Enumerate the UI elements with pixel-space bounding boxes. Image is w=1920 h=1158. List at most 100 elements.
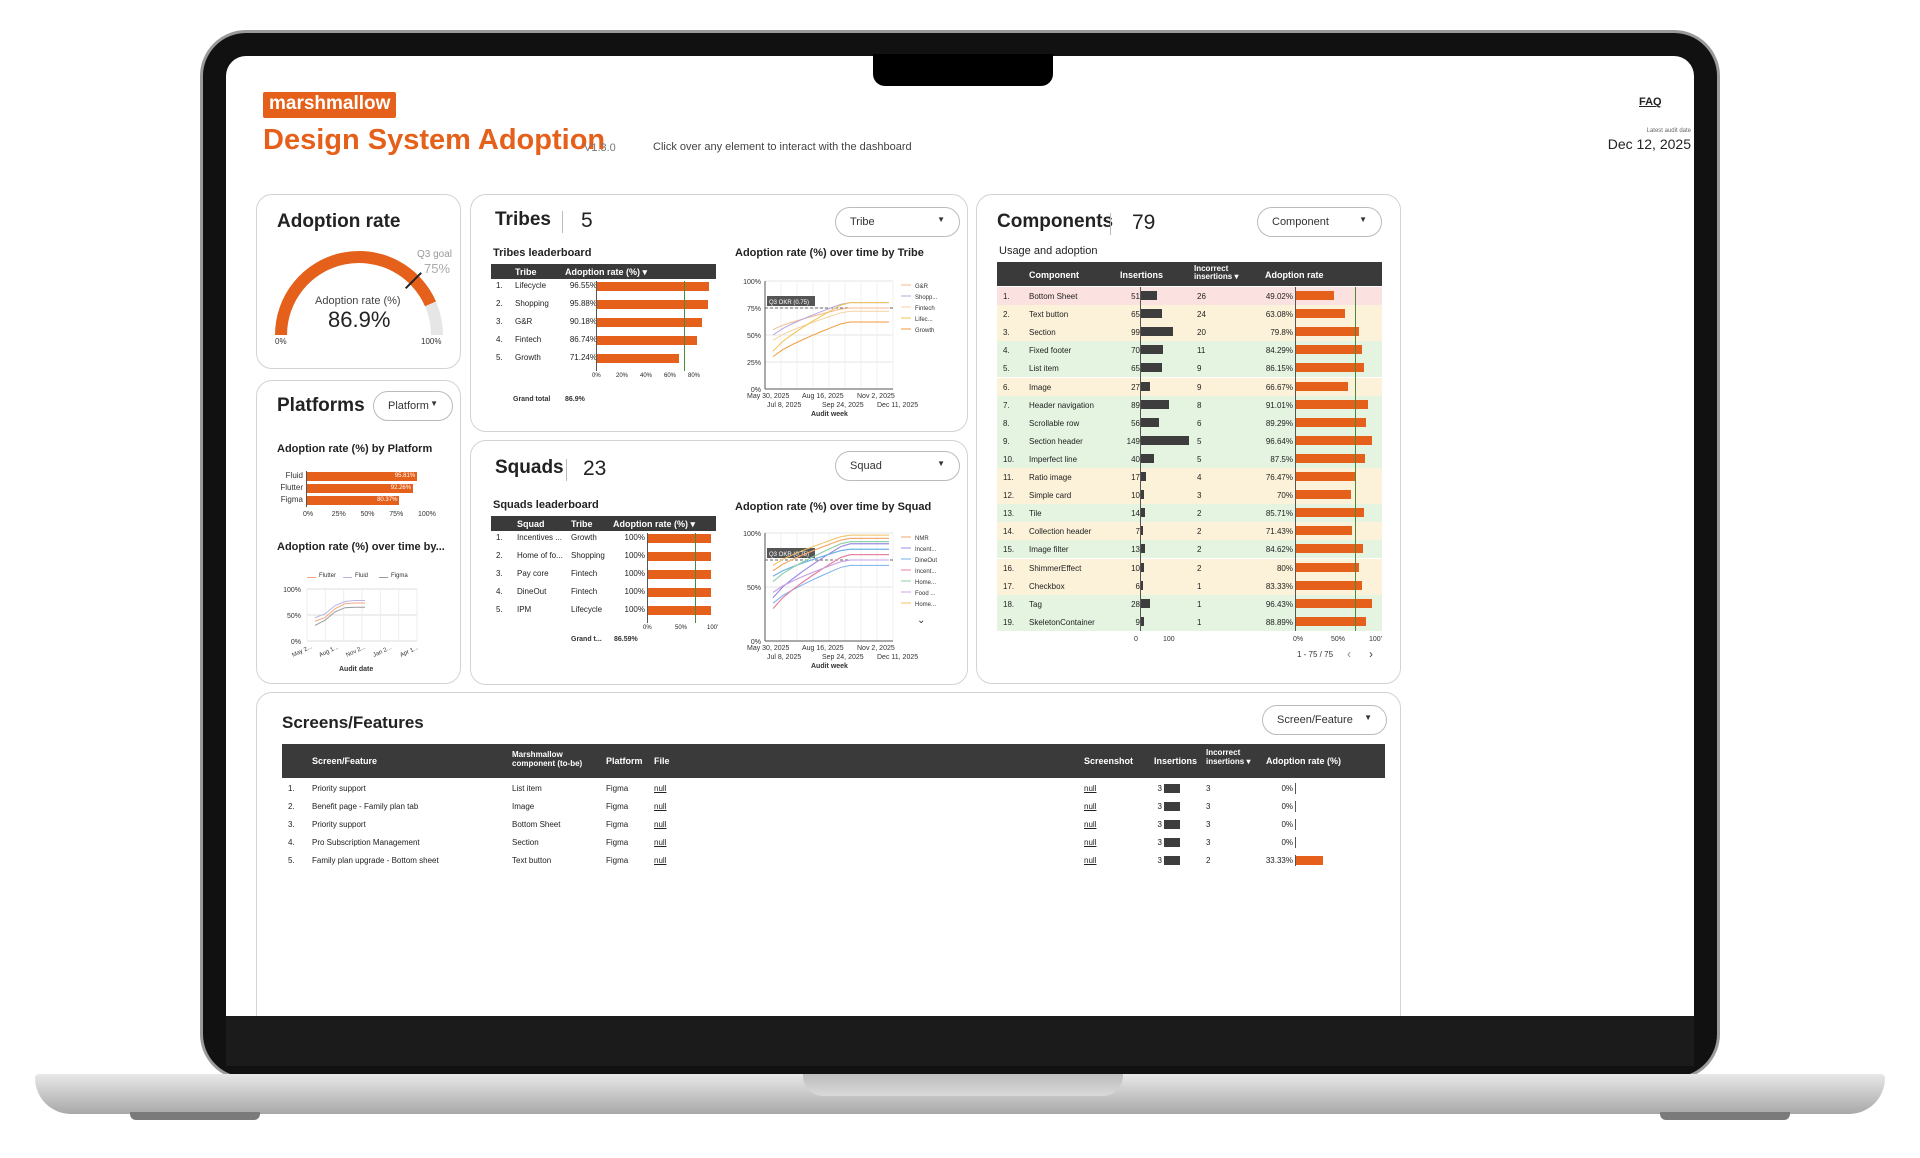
squad-dropdown[interactable]: Squad ▼ [835,451,960,481]
row-tribe: Lifecycle [571,605,603,614]
x-tick: Jul 8, 2025 [767,654,801,661]
col-squad: Squad [517,519,545,529]
row-number: 4. [496,335,503,344]
insertions-value: 56 [1131,418,1140,428]
table-row[interactable]: 1. Priority support List item Figma null null… [282,781,1385,799]
table-row[interactable]: 9. Section header 149 5 96.64% [997,431,1382,450]
table-row[interactable]: 3. Priority support Bottom Sheet Figma null n… [282,817,1385,835]
x-tick: 25% [331,511,346,518]
grand-total-label: Grand total [513,396,551,403]
table-row[interactable]: 4. Pro Subscription Management Section Figm… [282,835,1385,853]
series-line [772,310,889,341]
incorrect-value: 5 [1197,454,1202,464]
table-row[interactable]: 11. Ratio image 17 4 76.47% [997,468,1382,487]
axis-line [1295,801,1296,812]
next-page-icon[interactable]: › [1369,647,1373,661]
component-name: List item [512,784,542,793]
y-tick: 50% [747,333,761,340]
tribe-dropdown[interactable]: Tribe ▼ [835,207,960,237]
table-row[interactable]: 19. SkeletonContainer 9 1 88.89% [997,612,1382,631]
table-row[interactable]: 5. List item 65 9 86.15% [997,359,1382,378]
card-title: Squads [495,457,564,478]
col-rate[interactable]: Adoption rate (%) ▾ [613,519,696,529]
table-row[interactable]: 17. Checkbox 6 1 83.33% [997,576,1382,595]
x-tick: 50% [675,625,688,631]
row-name: Incentives ... [517,533,562,542]
screenshot-link[interactable]: null [1084,856,1097,865]
platform-name: Figma [606,820,629,829]
legend-label: Incent... [915,569,937,575]
insertions-bar [1141,544,1146,554]
screen-name: Priority support [312,820,366,829]
file-link[interactable]: null [654,856,667,865]
screenshot-link[interactable]: null [1084,838,1097,847]
table-row[interactable]: 1. Bottom Sheet 51 26 49.02% [997,287,1382,306]
table-row[interactable]: 8. Scrollable row 56 6 89.29% [997,413,1382,432]
table-row[interactable]: 7. Header navigation 89 8 91.01% [997,395,1382,414]
component-name: Scrollable row [1029,418,1080,428]
axis-line [1295,837,1296,848]
insertions-bar [1141,472,1147,481]
col-incorrect[interactable]: Incorrect insertions ▾ [1206,748,1251,766]
table-row[interactable]: 15. Image filter 13 2 84.62% [997,540,1382,559]
series-line [314,602,365,622]
table-row[interactable]: 4. Fixed footer 70 11 84.29% [997,341,1382,360]
table-row[interactable]: 14. Collection header 7 2 71.43% [997,522,1382,541]
version-label: V1.3.0 [584,142,616,154]
table-row[interactable]: 6. Image 27 9 66.67% [997,377,1382,396]
row-value: 100% [624,605,645,614]
legend-label: Fluid [355,573,369,579]
card-title: Tribes [495,209,551,230]
platform-dropdown[interactable]: Platform ▼ [373,391,453,421]
faq-link[interactable]: FAQ [1639,96,1662,108]
series-line [772,307,889,331]
row-tribe: Shopping [571,551,605,560]
row-value: 96.55% [569,281,597,290]
screen-dropdown[interactable]: Screen/Feature ▼ [1262,705,1387,735]
component-name: Imperfect line [1029,454,1078,464]
hint-text: Click over any element to interact with … [653,141,912,153]
insertions-value: 65 [1131,364,1140,374]
prev-page-icon[interactable]: ‹ [1347,647,1351,661]
table-row[interactable]: 2. Benefit page - Family plan tab Image Fig… [282,799,1385,817]
file-link[interactable]: null [654,838,667,847]
file-link[interactable]: null [654,802,667,811]
col-incorrect[interactable]: Incorrect insertions ▾ [1194,264,1239,281]
gauge-fill [275,251,436,336]
row-bar [647,570,711,579]
insertions-value: 3 [1157,784,1162,793]
table-row[interactable]: 10. Imperfect line 40 5 87.5% [997,449,1382,468]
screenshot-link[interactable]: null [1084,802,1097,811]
screenshot-link[interactable]: null [1084,784,1097,793]
row-number: 1. [288,784,295,793]
table-row[interactable]: 3. Section 99 20 79.8% [997,323,1382,342]
rate-bar [1295,417,1367,427]
table-row[interactable]: 18. Tag 28 1 96.43% [997,594,1382,613]
x-tick: Apr 1... [399,645,419,659]
table-row[interactable]: 12. Simple card 10 3 70% [997,486,1382,505]
col-rate[interactable]: Adoption rate (%) ▾ [565,267,648,277]
insertions-bar [1164,856,1180,865]
x-axis-label: Audit week [811,411,848,418]
row-number: 12. [1003,491,1015,501]
page-title: Design System Adoption [263,124,606,156]
platform-bar-chart: Fluid 95.81% Flutter 92.26% Figma 80.37% 0% 25%… [257,471,462,531]
row-number: 2. [496,551,503,560]
insertions-value: 149 [1126,436,1140,446]
table-row[interactable]: 16. ShimmerEffect 10 2 80% [997,558,1382,577]
row-bar [596,336,698,345]
platform-line-chart: 100% 50% 0%May 2... Aug 1... Nov 2... Jan 2..… [283,587,420,673]
table-row[interactable]: 13. Tile 14 2 85.71% [997,504,1382,523]
rate-value: 33.33% [1265,856,1293,865]
screenshot-link[interactable]: null [1084,820,1097,829]
insertions-bar [1141,291,1158,300]
file-link[interactable]: null [654,820,667,829]
x-tick: 75% [389,511,404,518]
row-number: 4. [496,587,503,596]
rate-bar [1295,327,1359,337]
table-row[interactable]: 2. Text button 65 24 63.08% [997,305,1382,324]
table-row[interactable]: 5. Family plan upgrade - Bottom sheet Text… [282,853,1385,871]
file-link[interactable]: null [654,784,667,793]
component-dropdown[interactable]: Component ▼ [1257,207,1382,237]
adoption-rate-card[interactable]: Adoption rate Q3 goal 75% Adoption rate … [256,194,461,369]
